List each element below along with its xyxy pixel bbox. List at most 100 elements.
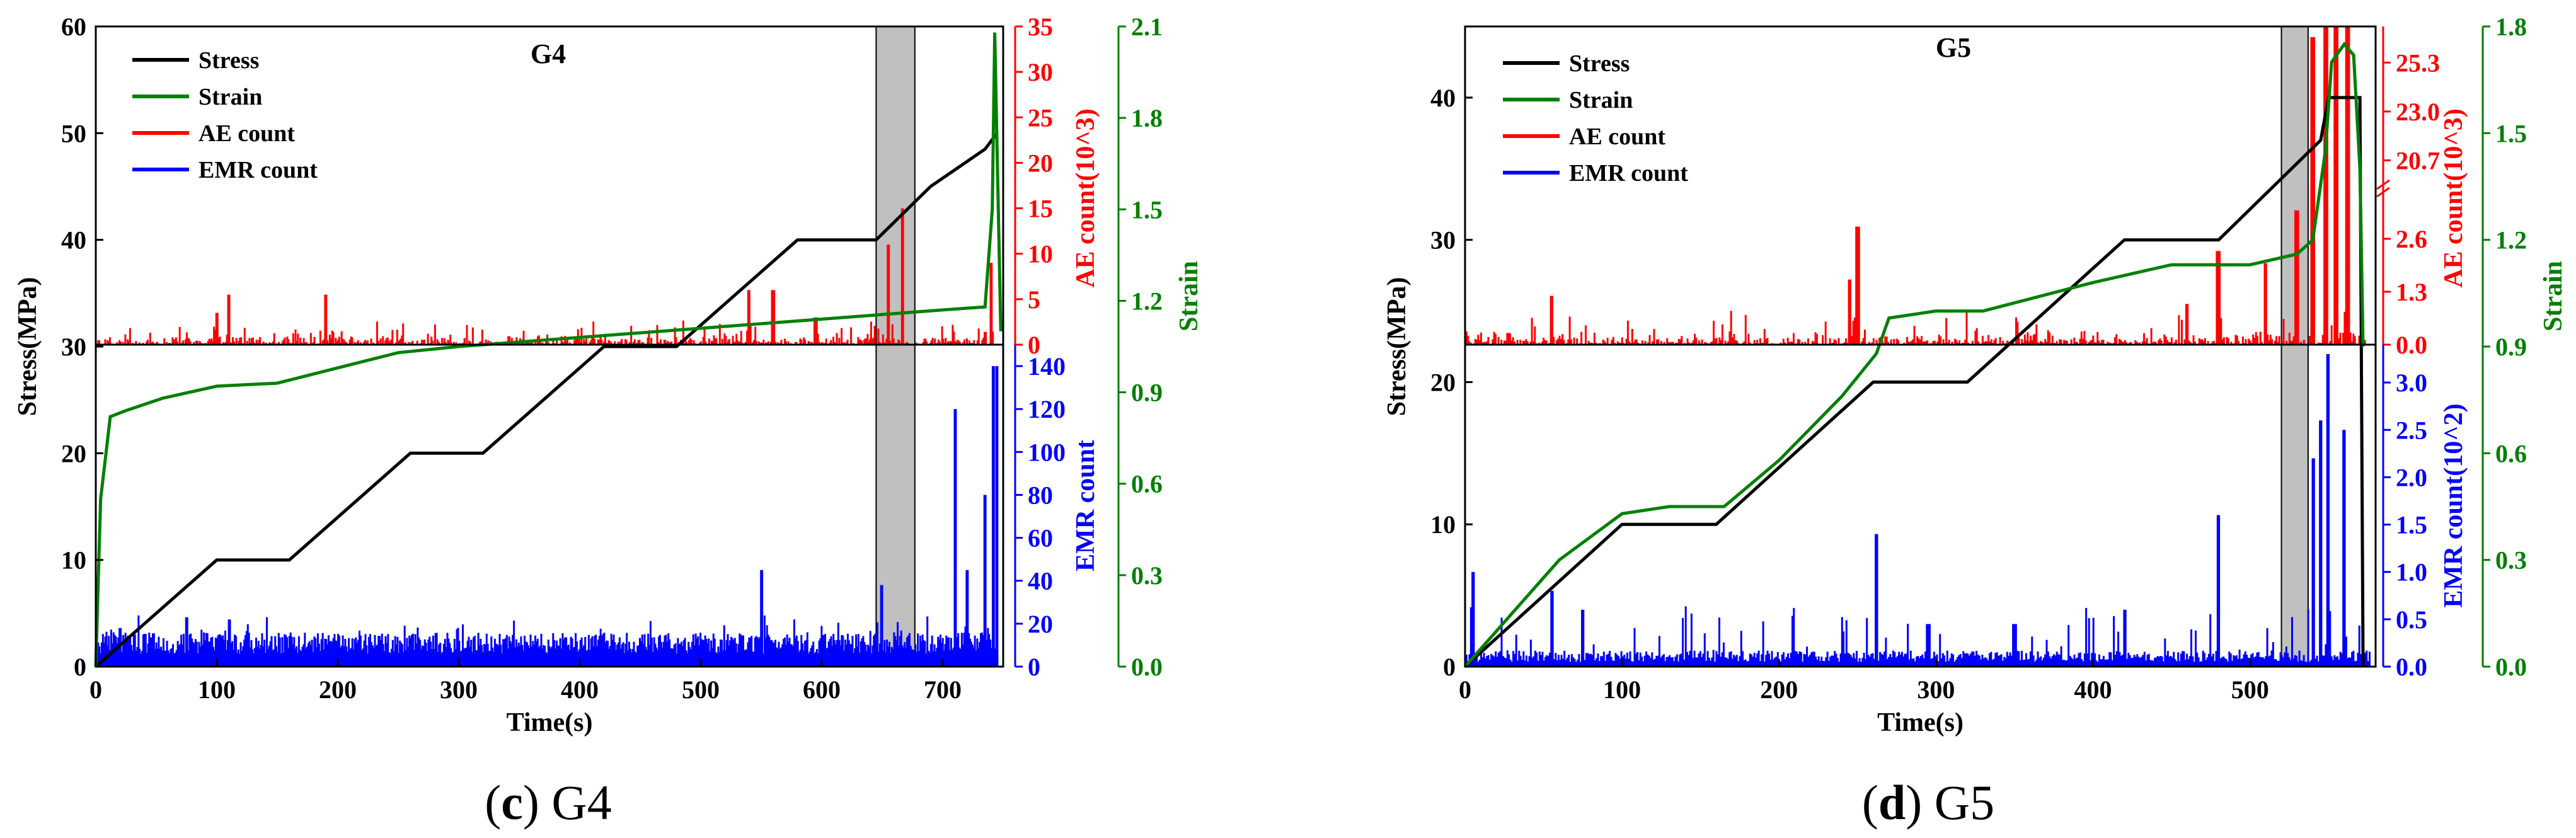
- strain-line: [1464, 42, 2365, 668]
- ae-tick-label: 20.7: [2396, 147, 2440, 175]
- x-tick-label: 500: [682, 675, 720, 704]
- ae-tick-label: 25: [1028, 103, 1053, 132]
- ae-tick-label: 1.3: [2396, 278, 2427, 306]
- ae-tick-label: 30: [1028, 58, 1053, 86]
- x-axis-label: Time(s): [507, 708, 593, 737]
- emr-tick-label: 20: [1028, 610, 1053, 638]
- ae-axis-label: AE count(10^3): [1071, 108, 1100, 288]
- strain-line: [94, 32, 1003, 667]
- x-tick-label: 100: [1603, 675, 1641, 704]
- strain-tick-label: 1.2: [2495, 226, 2527, 255]
- ae-tick-label: 20: [1028, 149, 1053, 177]
- emr-tick-label: 0: [1028, 653, 1040, 681]
- emr-axis-label: EMR count: [1071, 440, 1100, 571]
- shaded-failure-region: [875, 26, 916, 667]
- legend-entry: EMR count: [198, 157, 318, 183]
- stress-tick-label: 50: [61, 119, 86, 147]
- emr-tick-label: 2.0: [2396, 463, 2427, 491]
- legend-entry: AE count: [198, 120, 295, 147]
- ae-tick-label: 2.6: [2396, 225, 2427, 253]
- emr-tick-label: 0.0: [2396, 653, 2427, 681]
- legend-entry: Stress: [198, 47, 259, 74]
- x-tick-label: 100: [198, 675, 236, 704]
- x-tick-label: 700: [924, 675, 962, 704]
- emr-count-series: [95, 366, 999, 667]
- stress-tick-label: 10: [1430, 510, 1456, 539]
- strain-tick-label: 0.0: [2495, 653, 2527, 681]
- stress-tick-label: 40: [61, 226, 86, 255]
- stress-tick-label: 30: [61, 333, 86, 361]
- chart-panel-g5: 0 100 200 300 400 500 Time(s) 0 10 20 30 40 Stress(M…: [1383, 13, 2568, 830]
- panel-title: G4: [531, 38, 566, 69]
- chart-panel-g4: 0 100 200 300 400 500 600 700Time(s)01020304050…: [13, 13, 1204, 830]
- strain-tick-label: 1.2: [1131, 287, 1163, 315]
- legend-entry: EMR count: [1569, 160, 1688, 187]
- strain-axis-label: Strain: [2539, 261, 2568, 331]
- emr-tick-label: 140: [1028, 352, 1066, 381]
- emr-tick-label: 80: [1028, 481, 1053, 509]
- ae-tick-label: 25.3: [2396, 49, 2440, 77]
- x-tick-label: 300: [1917, 675, 1955, 704]
- legend-entry: AE count: [1569, 123, 1665, 150]
- stress-tick-label: 40: [1430, 84, 1456, 112]
- x-tick-label: 200: [1760, 675, 1798, 704]
- x-tick-label: 300: [440, 675, 478, 704]
- ae-count-series: [96, 208, 994, 345]
- ae-count-series: [1465, 26, 2366, 345]
- stress-line: [1464, 96, 2365, 668]
- stress-tick-label: 20: [1430, 368, 1456, 396]
- plot-frame: [1464, 25, 2377, 668]
- strain-tick-label: 1.8: [2495, 13, 2527, 41]
- x-tick-label: 600: [803, 675, 841, 704]
- ae-axis-break: [2376, 179, 2390, 198]
- emr-tick-label: 100: [1028, 438, 1066, 466]
- ae-tick-label: 5: [1028, 285, 1040, 314]
- emr-tick-label: 3.0: [2396, 369, 2427, 397]
- legend-entry: Strain: [198, 84, 262, 110]
- emr-tick-label: 120: [1028, 395, 1066, 423]
- ae-tick-label: 15: [1028, 195, 1053, 223]
- ae-axis-label: AE count(10^3): [2439, 108, 2468, 288]
- stress-line: [95, 132, 999, 668]
- x-tick-label: 400: [2074, 675, 2112, 704]
- x-axis-label: Time(s): [1877, 708, 1964, 737]
- legend-entry: Stress: [1569, 50, 1630, 77]
- ae-tick-label: 0: [1028, 331, 1040, 359]
- stress-tick-label: 0: [74, 653, 86, 681]
- strain-tick-label: 0.9: [1131, 379, 1163, 407]
- strain-tick-label: 0.6: [2495, 439, 2527, 468]
- ae-tick-label: 0.0: [2396, 331, 2427, 359]
- stress-tick-label: 30: [1430, 226, 1456, 255]
- emr-tick-label: 0.5: [2396, 606, 2427, 634]
- x-tick-label: 500: [2231, 675, 2269, 704]
- emr-tick-label: 2.5: [2396, 416, 2427, 444]
- strain-tick-label: 0.3: [2495, 546, 2527, 575]
- stress-tick-label: 20: [61, 439, 86, 468]
- strain-axis-label: Strain: [1175, 261, 1204, 331]
- strain-tick-label: 1.8: [1131, 104, 1163, 132]
- x-tick-label: 400: [561, 675, 599, 704]
- emr-tick-label: 1.5: [2396, 511, 2427, 539]
- emr-count-series: [1464, 354, 2371, 667]
- x-tick-label: 200: [319, 675, 357, 704]
- strain-tick-label: 1.5: [1131, 195, 1163, 224]
- x-tick-label: 0: [1459, 675, 1471, 704]
- strain-tick-label: 0.0: [1131, 653, 1163, 681]
- strain-tick-label: 1.5: [2495, 119, 2527, 147]
- strain-tick-label: 2.1: [1131, 13, 1163, 41]
- legend-entry: Strain: [1569, 87, 1633, 113]
- strain-tick-label: 0.3: [1131, 561, 1163, 590]
- shaded-failure-region: [2280, 26, 2309, 667]
- ae-tick-label: 10: [1028, 240, 1053, 268]
- x-tick-label: 0: [89, 675, 102, 704]
- figure-caption: (d) G5: [1862, 775, 1994, 830]
- emr-tick-label: 1.0: [2396, 558, 2427, 587]
- stress-axis-label: Stress(MPa): [13, 277, 42, 416]
- strain-tick-label: 0.6: [1131, 470, 1163, 498]
- ae-tick-label: 23.0: [2396, 98, 2440, 126]
- emr-tick-label: 60: [1028, 524, 1053, 553]
- emr-axis-label: EMR count(10^2): [2439, 403, 2468, 607]
- strain-tick-label: 0.9: [2495, 333, 2527, 361]
- stress-tick-label: 0: [1443, 653, 1456, 681]
